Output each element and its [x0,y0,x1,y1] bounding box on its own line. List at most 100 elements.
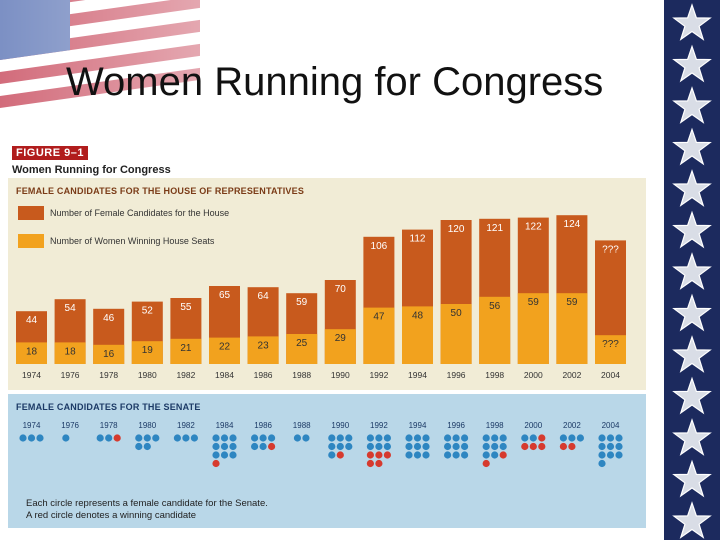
star-column [664,0,720,540]
label-winners-1994: 48 [412,310,424,321]
x-tick-1992: 1992 [369,370,388,380]
x-tick-2002: 2002 [562,370,581,380]
star-icon [672,86,712,124]
senate-candidate-dot [405,442,413,451]
senate-candidate-dot [422,442,430,451]
senate-candidate-dot [220,442,229,451]
label-candidates-1994: 112 [410,234,426,245]
x-tick-1996: 1996 [447,370,466,380]
label-winners-1990: 29 [335,333,347,344]
x-tick-1982: 1982 [176,370,195,380]
star-icon [672,169,712,207]
senate-year-1986: 1986 [254,421,272,430]
senate-candidate-dot [302,434,310,442]
slide-title: Women Running for Congress [66,60,604,104]
senate-candidate-dot [212,434,220,442]
x-tick-1980: 1980 [138,370,157,380]
x-tick-1994: 1994 [408,370,427,380]
label-winners-1978: 16 [103,349,115,360]
senate-candidate-dot [529,434,537,442]
senate-candidate-dot [499,442,507,451]
senate-candidate-dot [336,442,344,451]
x-tick-1976: 1976 [61,370,80,380]
x-tick-2004: 2004 [601,370,620,380]
senate-year-1994: 1994 [409,421,427,430]
senate-candidate-dot [345,442,353,451]
x-tick-1974: 1974 [22,370,41,380]
label-winners-1976: 18 [65,346,77,357]
senate-candidate-dot [499,434,507,442]
senate-year-1978: 1978 [100,421,118,430]
star-icon [672,44,712,83]
senate-year-2004: 2004 [602,421,620,430]
senate-candidate-dot [143,442,151,451]
senate-candidate-dot [383,442,391,451]
label-winners-1974: 18 [26,346,38,357]
senate-candidate-dot [212,442,220,451]
senate-candidate-dot [366,442,374,451]
senate-winner-dot [336,451,344,459]
label-candidates-2004: ??? [602,244,619,255]
senate-candidate-dot [491,434,499,442]
senate-winner-dot [383,451,391,459]
label-winners-1998: 56 [489,301,501,312]
x-tick-1984: 1984 [215,370,234,380]
senate-candidate-dot [366,434,374,442]
figure-title: Women Running for Congress [12,164,171,176]
senate-candidate-dot [345,434,353,442]
senate-candidate-dot [383,434,391,442]
senate-candidate-dot [135,434,143,442]
bar-winners-1992 [363,307,395,364]
senate-winner-dot [538,442,546,451]
label-winners-1988: 25 [296,338,308,349]
figure: FIGURE 9–1 Women Running for Congress 44… [6,138,649,532]
label-winners-1992: 47 [373,312,385,323]
label-candidates-1988: 59 [296,297,308,308]
senate-note-line1: Each circle represents a female candidat… [26,498,268,509]
bar-winners-1990 [324,329,356,364]
bar-winners-2002 [556,293,588,364]
star-icon [672,127,712,166]
x-tick-2000: 2000 [524,370,543,380]
senate-candidate-dot [615,442,623,451]
label-winners-1986: 23 [258,340,270,351]
senate-candidate-dot [413,451,422,459]
senate-candidate-dot [229,442,237,451]
bar-winners-2004 [595,335,626,364]
senate-candidate-dot [491,451,499,459]
senate-candidate-dot [405,434,413,442]
senate-candidate-dot [190,434,198,442]
senate-candidate-dot [598,442,606,451]
label-candidates-1978: 46 [103,313,115,324]
senate-candidate-dot [36,434,44,442]
senate-candidate-dot [143,434,151,442]
senate-candidate-dot [62,434,70,442]
senate-year-2000: 2000 [524,421,542,430]
star-icon [672,210,712,249]
senate-candidate-dot [606,442,615,451]
senate-year-1998: 1998 [486,421,504,430]
legend-candidates-swatch [18,206,44,220]
senate-candidate-dot [452,451,460,459]
senate-winner-dot [529,442,537,451]
bar-winners-1976 [54,342,86,364]
senate-year-1984: 1984 [216,421,234,430]
label-candidates-1976: 54 [65,303,77,314]
senate-candidate-dot [19,434,27,442]
x-tick-1998: 1998 [485,370,504,380]
senate-candidate-dot [615,451,623,459]
senate-winner-dot [268,442,276,451]
label-winners-1980: 19 [142,345,154,356]
label-candidates-1998: 121 [486,223,503,234]
legend-winners: Number of Women Winning House Seats [18,234,214,248]
senate-year-1982: 1982 [177,421,195,430]
senate-candidate-dot [482,442,490,451]
senate-candidate-dot [105,434,113,442]
bar-winners-1982 [170,338,202,364]
senate-note-line2: A red circle denotes a winning candidate [26,510,197,521]
senate-candidate-dot [615,434,623,442]
senate-winner-dot [366,459,374,468]
senate-year-1992: 1992 [370,421,388,430]
senate-winner-dot [212,459,220,468]
bar-winners-1978 [93,344,125,364]
